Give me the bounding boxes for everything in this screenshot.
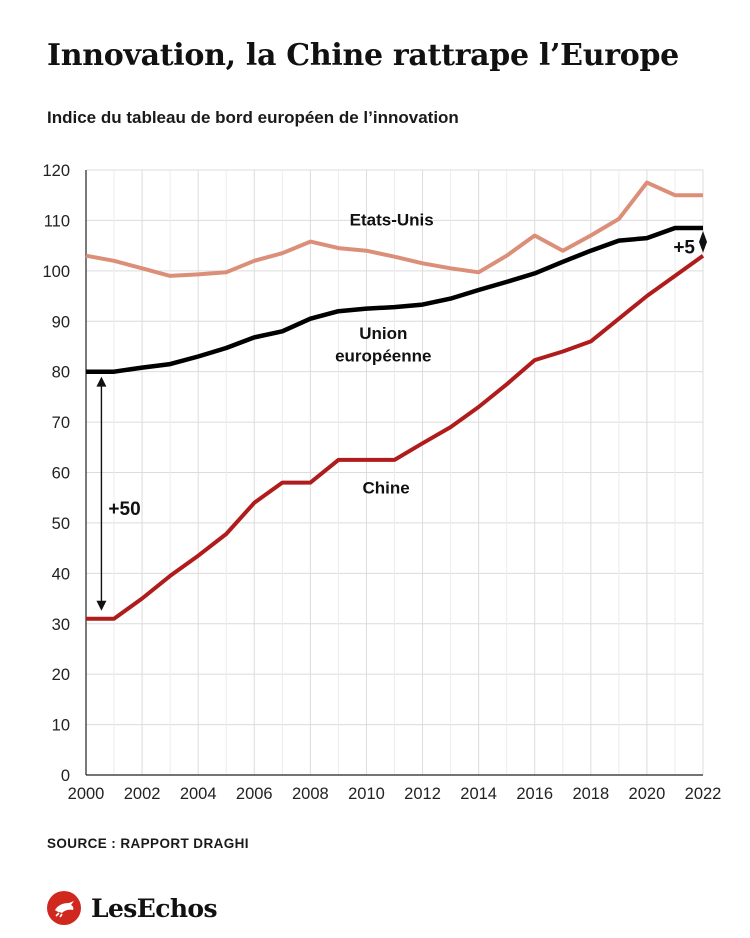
series-label: Union xyxy=(359,324,407,343)
y-tick-label: 0 xyxy=(61,767,70,785)
x-tick-label: 2006 xyxy=(236,785,273,803)
y-tick-label: 20 xyxy=(52,666,70,684)
y-tick-label: 90 xyxy=(52,313,70,331)
y-tick-label: 70 xyxy=(52,414,70,432)
x-tick-label: 2022 xyxy=(685,785,722,803)
x-tick-label: 2010 xyxy=(348,785,385,803)
x-tick-label: 2008 xyxy=(292,785,329,803)
x-tick-label: 2000 xyxy=(68,785,105,803)
annotation-layer: +50 +5 xyxy=(96,230,707,611)
label-layer: 0 10 20 30 40 50 60 70 80 90 100 110 120 2000 2002 2004… xyxy=(42,162,721,803)
gap-label-2000: +50 xyxy=(108,499,140,520)
x-tick-label: 2014 xyxy=(460,785,497,803)
grid-layer xyxy=(85,169,704,776)
y-tick-label: 110 xyxy=(44,212,70,230)
gap-label-2022: +5 xyxy=(673,238,695,259)
y-tick-label: 60 xyxy=(52,465,70,483)
brand-name: LesEchos xyxy=(91,893,218,923)
series-label: Etats-Unis xyxy=(350,210,434,229)
y-tick-label: 100 xyxy=(42,263,70,281)
y-tick-label: 80 xyxy=(52,364,70,382)
source-note: SOURCE : RAPPORT DRAGHI xyxy=(47,836,249,851)
y-tick-label: 50 xyxy=(52,515,70,533)
x-tick-label: 2004 xyxy=(180,785,217,803)
x-tick-label: 2012 xyxy=(404,785,441,803)
series-line-union-europ-enne xyxy=(86,225,703,374)
y-tick-label: 30 xyxy=(52,616,70,634)
series-label: européenne xyxy=(335,347,431,366)
brand-logo: LesEchos xyxy=(47,890,218,926)
x-tick-label: 2016 xyxy=(516,785,553,803)
series-line-etats-unis xyxy=(85,180,703,278)
series-label: Chine xyxy=(362,479,409,498)
chart-title: Innovation, la Chine rattrape l’Europe xyxy=(47,38,679,73)
gap-marker-2022 xyxy=(699,230,707,253)
y-tick-label: 40 xyxy=(52,565,70,583)
chart-subtitle: Indice du tableau de bord européen de l’… xyxy=(47,108,459,127)
x-tick-label: 2002 xyxy=(124,785,161,803)
x-tick-label: 2020 xyxy=(629,785,666,803)
series-layer xyxy=(85,180,705,621)
line-chart: +50 +5 0 10 20 30 40 50 60 70 80 90 100 110 120 2000 20… xyxy=(42,162,721,803)
arrow-head-down xyxy=(96,600,107,611)
x-tick-label: 2018 xyxy=(572,785,609,803)
series-line-chine xyxy=(86,254,705,621)
arrow-head-up xyxy=(96,376,107,387)
y-tick-label: 120 xyxy=(42,162,70,180)
les-echos-bird-icon xyxy=(47,891,81,925)
y-tick-label: 10 xyxy=(52,717,70,735)
